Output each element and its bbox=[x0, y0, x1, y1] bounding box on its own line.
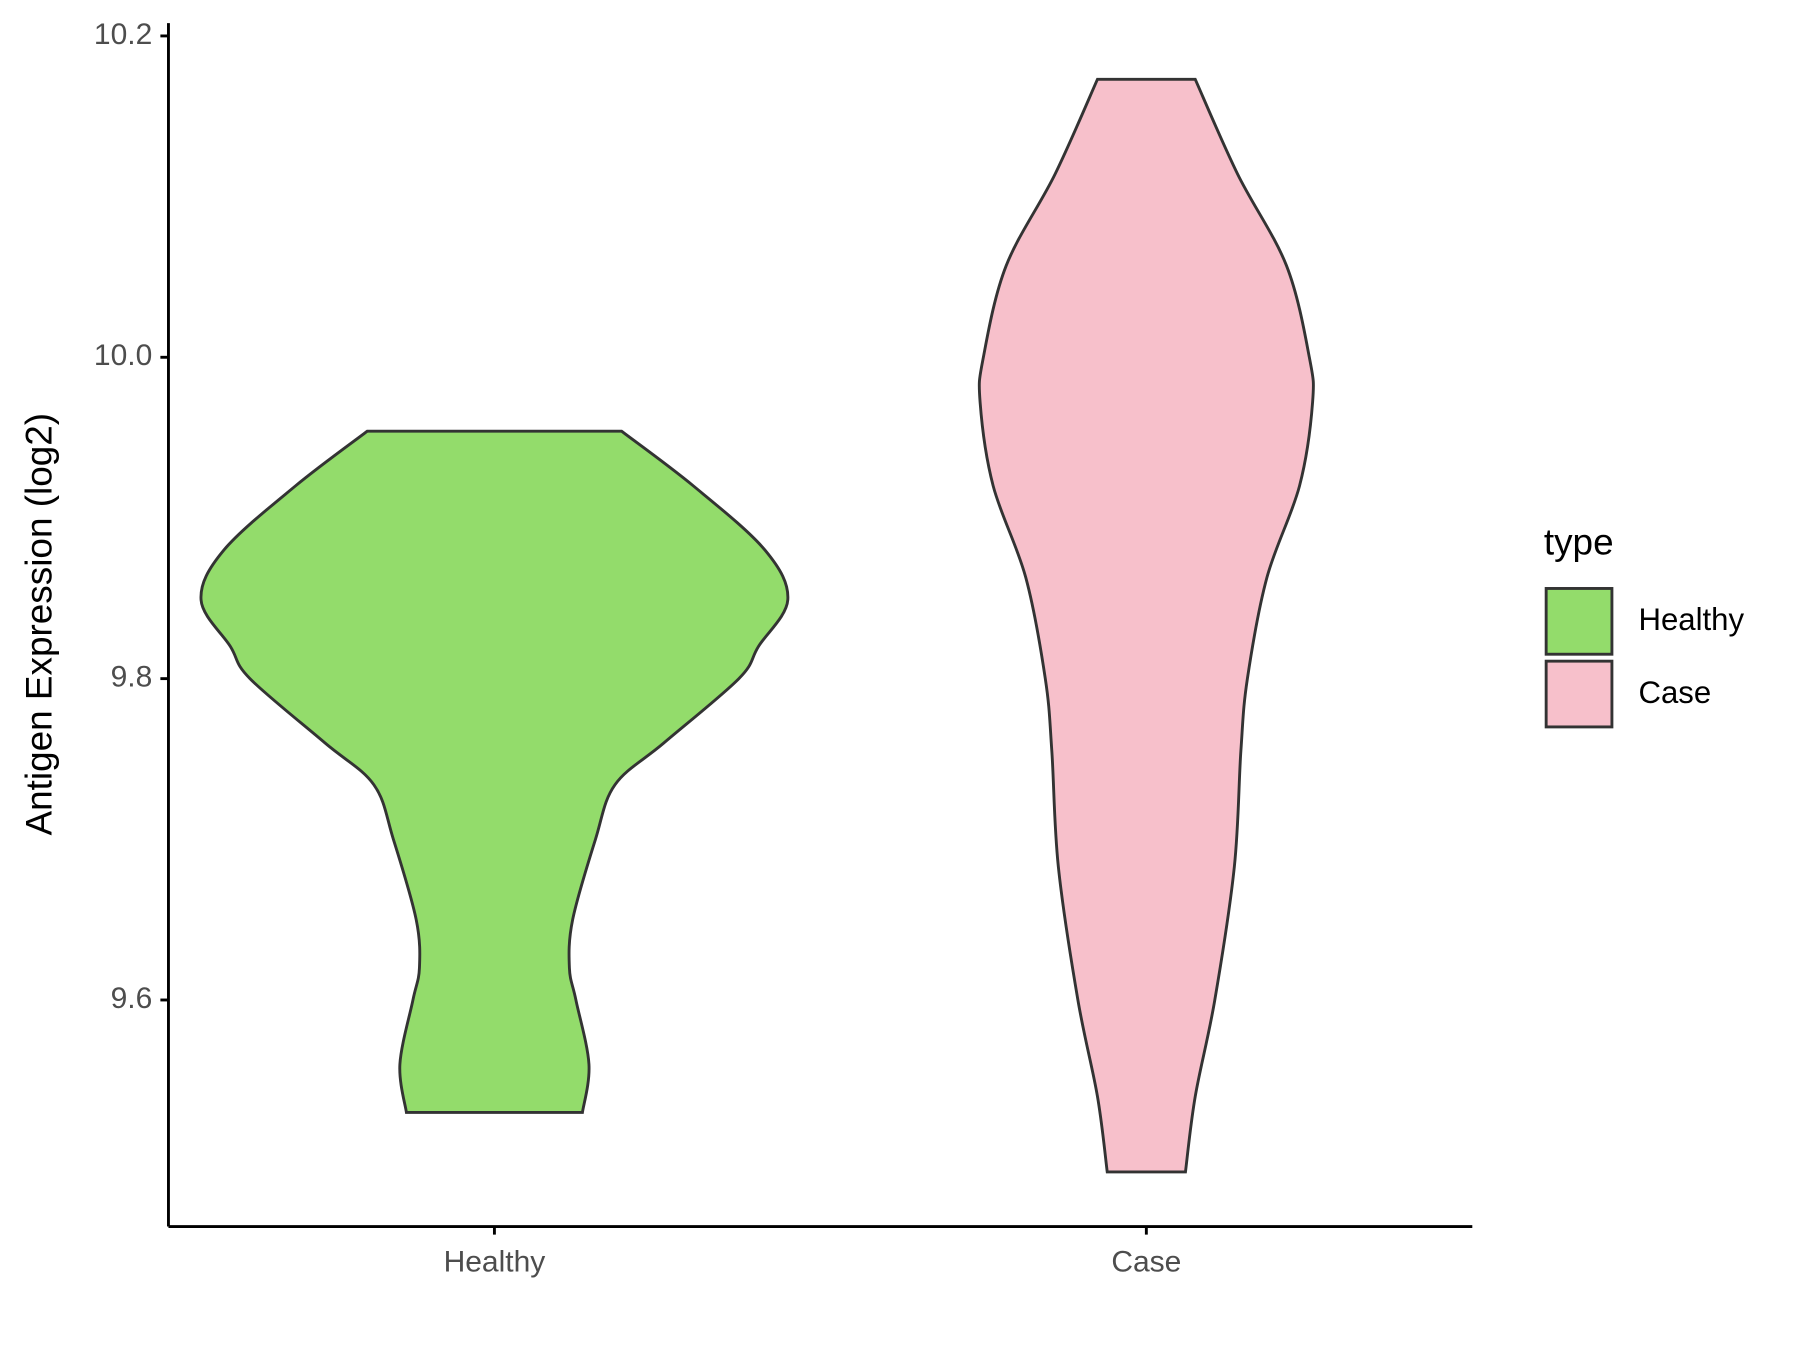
y-tick-label: 9.6 bbox=[111, 982, 153, 1015]
legend-swatch bbox=[1544, 587, 1614, 656]
x-tick-label: Case bbox=[1111, 1245, 1181, 1278]
legend-label: Case bbox=[1638, 675, 1711, 710]
y-tick-label: 9.8 bbox=[111, 661, 153, 694]
x-tick-label: Healthy bbox=[444, 1245, 546, 1278]
violin bbox=[977, 77, 1315, 1174]
y-tick-label: 10.0 bbox=[94, 339, 152, 372]
y-tick-label: 10.2 bbox=[94, 18, 152, 51]
y-axis-label: Antigen Expression (log2) bbox=[18, 413, 59, 836]
legend-label: Healthy bbox=[1638, 602, 1744, 637]
violin bbox=[199, 429, 790, 1114]
legend-title: type bbox=[1544, 521, 1614, 562]
legend-swatch bbox=[1544, 659, 1614, 729]
